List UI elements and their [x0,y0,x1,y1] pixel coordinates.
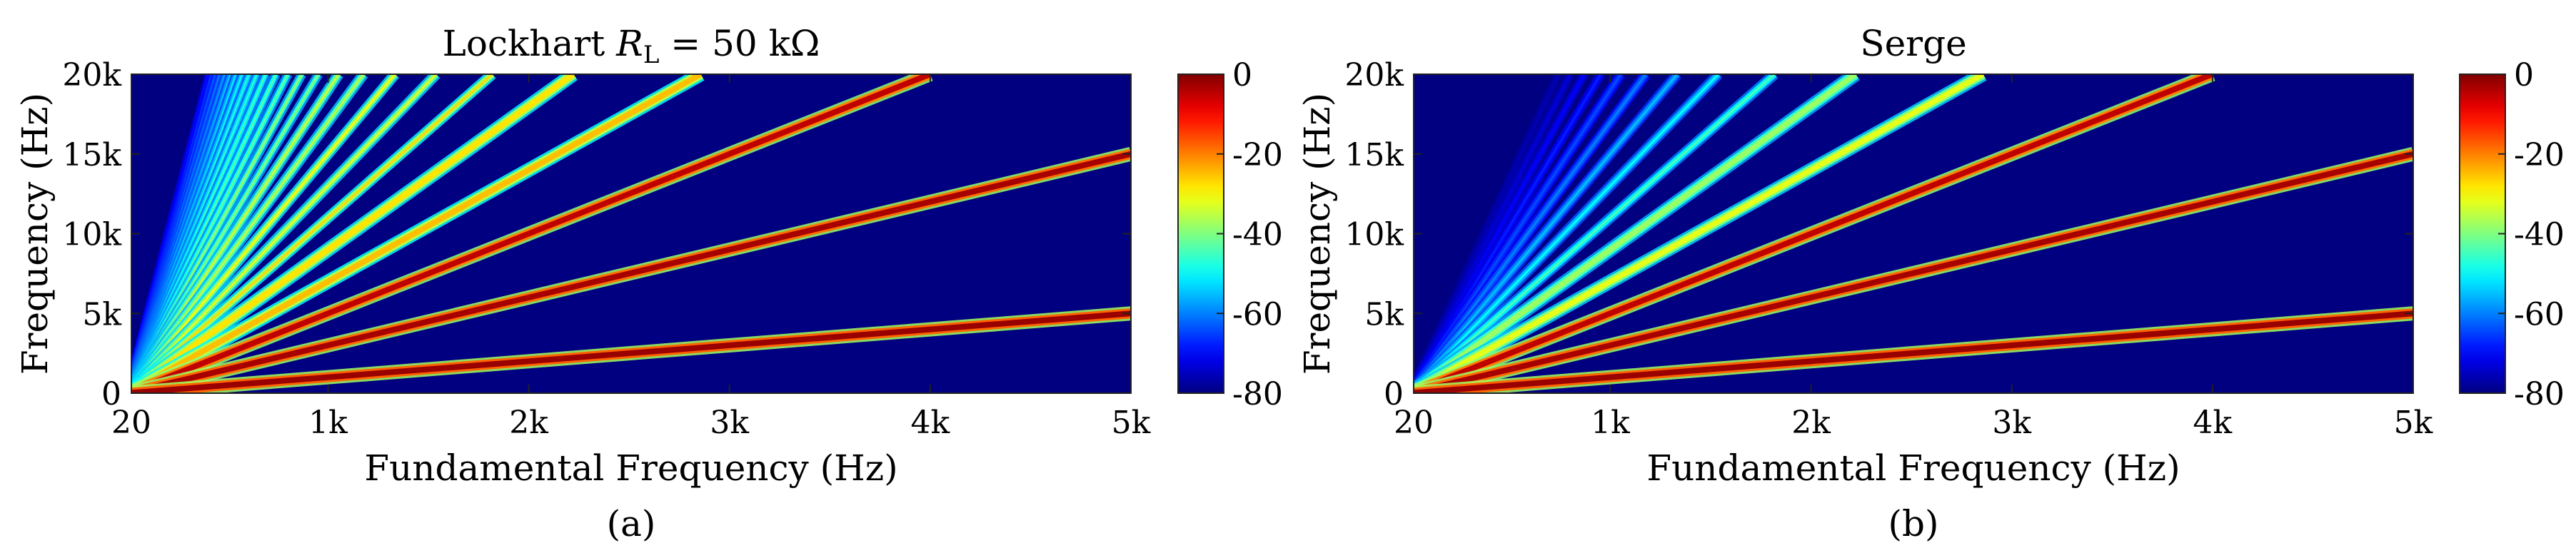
harmonic-line-5 [131,74,932,393]
x-axis-label: Fundamental Frequency (Hz) [364,447,897,489]
colorbar-tick-label: -60 [1232,296,1283,333]
x-tick-label: 20 [111,405,151,441]
x-tick-label: 3k [1992,405,2031,441]
title-symbol: R [615,23,643,64]
x-tick-label: 1k [1591,405,1630,441]
x-tick-label: 1k [308,405,348,441]
colorbar-tick-label: -20 [1232,137,1283,173]
x-axis-label: Fundamental Frequency (Hz) [1646,447,2180,489]
x-tick-label: 5k [1112,405,1151,441]
y-tick-label: 0 [1384,376,1404,412]
x-tick-label: 5k [2394,405,2433,441]
y-tick-label: 0 [101,376,121,412]
harmonic-line-9 [1414,74,1858,393]
chart-title: Lockhart RL = 50 kΩ [443,23,820,69]
harmonic-lines [131,74,1131,393]
y-tick-label: 10k [1344,217,1404,253]
colorbar-tick-label: -60 [2514,296,2565,333]
y-tick-label: 20k [62,57,121,93]
harmonic-line-11 [131,74,493,391]
chart-panel-2: 20 1k 2k 3k 4k 5k 0 5k 10k 15k 20k Fundamental Freq… [1297,23,2565,544]
harmonic-line-5 [1414,74,2214,393]
colorbar-tick-label: 0 [2514,57,2534,93]
title-rest: = 50 kΩ [659,23,820,64]
harmonic-line-11 [1414,74,1776,391]
chart-panel-1: 20 1k 2k 3k 4k 5k 0 5k 10k 15k 20k Fundamental Freq… [14,23,1283,544]
harmonic-line-1 [1414,310,2413,393]
colorbar [2459,73,2506,394]
y-tick-label: 5k [1364,296,1404,333]
x-tick-label: 4k [911,405,950,441]
colorbar-tick-label: -20 [2514,137,2565,173]
harmonic-line-13 [1414,74,1719,390]
y-tick-label: 20k [1344,57,1404,93]
panel-caption: (a) [607,503,656,544]
colorbar-tick-label: -40 [2514,217,2565,253]
harmonic-line-7 [131,74,703,393]
y-tick-label: 10k [62,217,121,253]
harmonic-lines [1414,74,2413,393]
x-tick-label: 2k [1791,405,1831,441]
x-tick-label: 3k [710,405,749,441]
harmonic-line-7 [1414,74,1985,393]
y-tick-label: 15k [62,137,121,173]
y-tick-label: 15k [1344,137,1404,173]
x-tick-label: 4k [2193,405,2233,441]
harmonic-line-13 [131,74,437,390]
colorbar [1177,73,1224,394]
y-tick-label: 5k [82,296,121,333]
x-tick-label: 20 [1394,405,1434,441]
chart-title: Serge [1860,23,1966,64]
y-axis-label: Frequency (Hz) [14,93,56,375]
colorbar-tick-label: -80 [2514,376,2565,412]
harmonic-line-3 [131,151,1131,393]
harmonic-line-9 [131,74,575,393]
colorbar-tick-label: -80 [1232,376,1283,412]
panel-caption: (b) [1888,503,1938,544]
harmonic-line-1 [131,310,1131,393]
colorbar-tick-label: 0 [1232,57,1252,93]
harmonic-line-3 [1414,151,2413,393]
colorbar-tick-label: -40 [1232,217,1283,253]
y-axis-label: Frequency (Hz) [1297,93,1338,375]
x-tick-label: 2k [509,405,548,441]
title-subscript: L [643,41,660,69]
title-name: Lockhart [443,23,617,64]
